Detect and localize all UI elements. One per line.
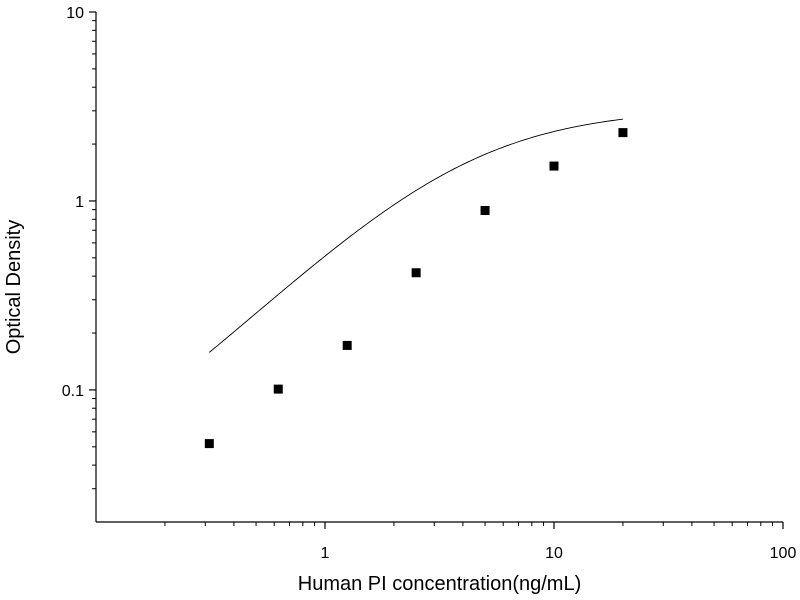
y-tick-label: 10 xyxy=(66,5,84,22)
data-points xyxy=(204,128,628,449)
data-point xyxy=(618,128,628,138)
data-point xyxy=(549,161,559,171)
data-point xyxy=(273,384,283,394)
x-tick-label: 10 xyxy=(545,545,563,562)
fit-curve xyxy=(209,118,623,353)
x-tick-label: 100 xyxy=(770,545,797,562)
y-tick-label: 0.1 xyxy=(62,383,84,400)
y-tick-label: 1 xyxy=(75,194,84,211)
x-tick-label: 1 xyxy=(321,545,330,562)
y-axis-label: Optical Density xyxy=(3,220,25,355)
data-point xyxy=(204,439,214,449)
x-axis-label: Human PI concentration(ng/mL) xyxy=(298,573,581,595)
data-point xyxy=(411,268,421,278)
minor-ticks xyxy=(92,20,774,526)
data-point xyxy=(342,340,352,350)
tick-labels: 1 10 100 0.1 1 10 xyxy=(62,5,797,562)
major-ticks xyxy=(89,11,784,529)
data-point xyxy=(480,206,490,216)
